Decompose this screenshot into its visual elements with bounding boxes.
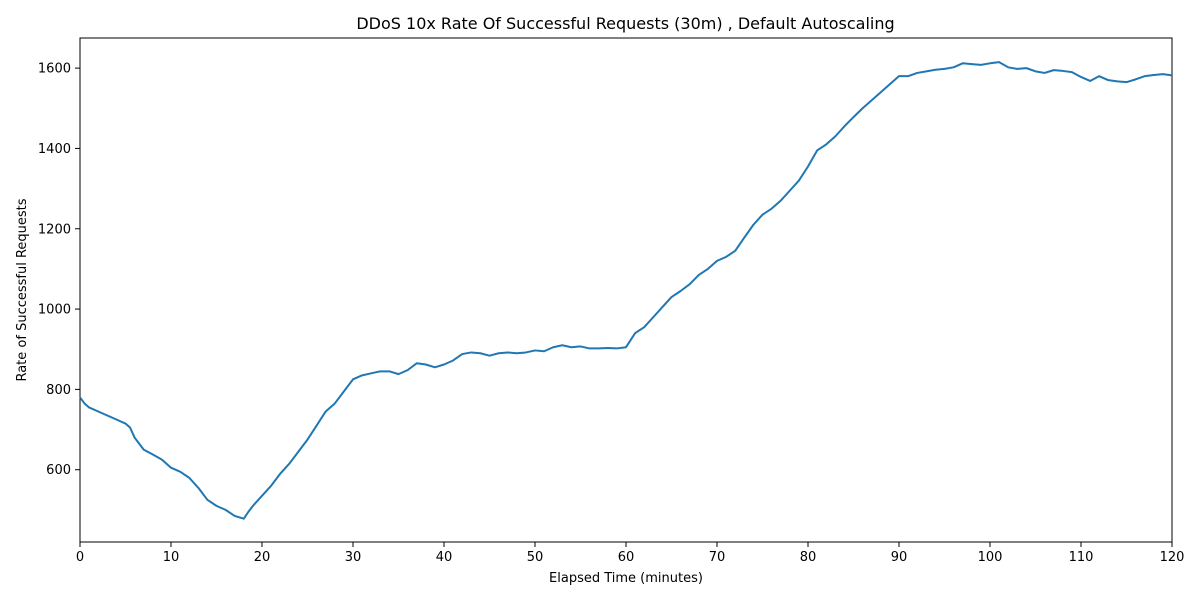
chart-title: DDoS 10x Rate Of Successful Requests (30…: [356, 14, 894, 33]
x-tick-label: 50: [527, 550, 544, 565]
x-tick-label: 30: [345, 550, 362, 565]
x-axis-label: Elapsed Time (minutes): [549, 571, 703, 586]
y-tick-label: 800: [46, 383, 71, 398]
x-tick-label: 60: [618, 550, 635, 565]
x-tick-label: 40: [436, 550, 453, 565]
y-axis: 600 800 1000 1200 1400 1600: [38, 62, 80, 478]
x-tick-label: 70: [709, 550, 726, 565]
x-tick-label: 80: [800, 550, 817, 565]
y-tick-label: 1000: [38, 303, 71, 318]
y-axis-label: Rate of Successful Requests: [15, 198, 30, 381]
y-tick-label: 600: [46, 463, 71, 478]
y-tick-label: 1400: [38, 142, 71, 157]
plot-area: [79, 37, 1173, 543]
x-tick-label: 0: [76, 550, 84, 565]
x-tick-label: 120: [1160, 550, 1185, 565]
x-tick-label: 20: [254, 550, 271, 565]
x-tick-label: 90: [891, 550, 908, 565]
series-line: [79, 61, 1173, 520]
y-tick-label: 1600: [38, 62, 71, 77]
x-axis: 0 10 20 30 40 50 60 70 80 90 100 110 120: [76, 542, 1185, 565]
y-tick-label: 1200: [38, 222, 71, 237]
x-tick-label: 110: [1069, 550, 1094, 565]
x-tick-label: 100: [978, 550, 1003, 565]
x-tick-label: 10: [163, 550, 180, 565]
